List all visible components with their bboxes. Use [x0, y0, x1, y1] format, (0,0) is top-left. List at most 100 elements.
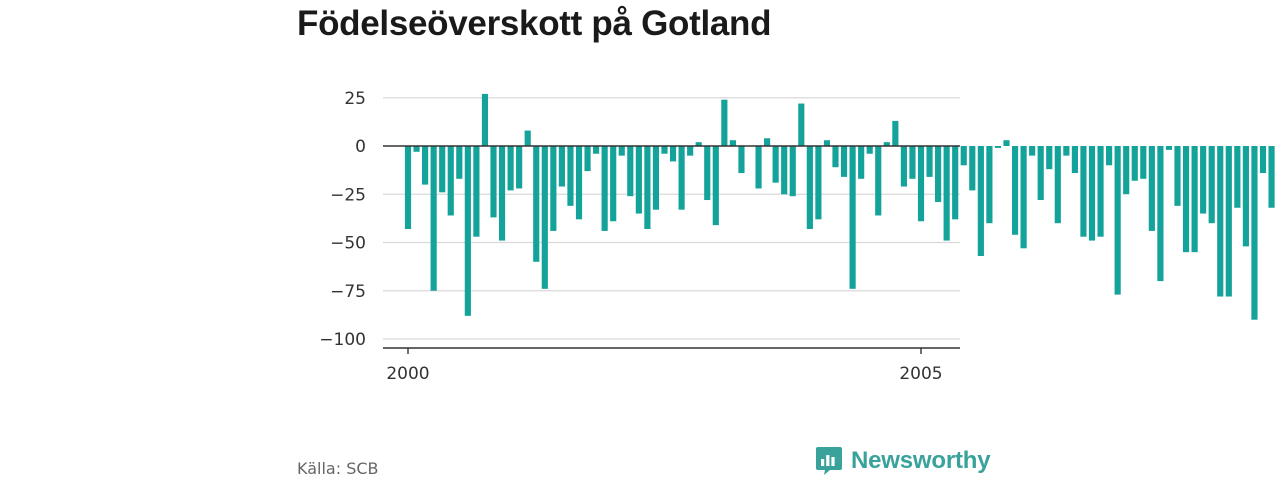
- bar: [610, 146, 617, 222]
- bar: [1123, 146, 1130, 195]
- tick-labels: 250−25−50−75−100200020052010201520202025: [319, 89, 942, 384]
- bar: [806, 146, 813, 229]
- bar: [1003, 140, 1010, 146]
- source-note: Källa: SCB: [297, 459, 379, 478]
- bar: [618, 146, 625, 156]
- bar: [422, 146, 429, 185]
- bar: [849, 146, 856, 289]
- brand-name: Newsworthy: [851, 447, 991, 474]
- bar: [969, 146, 976, 191]
- y-tick-label: −50: [330, 234, 366, 254]
- bar: [1071, 146, 1078, 174]
- bar: [952, 146, 959, 220]
- bar: [764, 138, 771, 146]
- bar: [823, 140, 831, 146]
- bar: [1174, 146, 1181, 206]
- bar: [781, 146, 788, 195]
- y-tick-label: −25: [330, 185, 366, 205]
- bar: [815, 146, 822, 220]
- bar: [584, 146, 591, 172]
- bar: [678, 146, 685, 210]
- bar: [1182, 146, 1190, 253]
- bar: [935, 146, 942, 202]
- bar-chart: 250−25−50−75−100200020052010201520202025: [319, 89, 1275, 384]
- bar: [507, 146, 514, 191]
- x-tick-label: 2000: [386, 364, 429, 384]
- bar: [498, 146, 506, 241]
- axes: [383, 145, 960, 354]
- bar: [1088, 146, 1096, 241]
- bar: [695, 142, 702, 146]
- bar: [567, 146, 574, 206]
- bar: [926, 146, 933, 177]
- bar: [1251, 146, 1258, 320]
- bar: [1234, 146, 1241, 208]
- bar: [635, 146, 642, 214]
- bar: [1225, 146, 1232, 297]
- bar: [473, 146, 480, 237]
- bar: [772, 146, 779, 183]
- bar: [413, 146, 420, 152]
- bar: [1259, 146, 1267, 174]
- y-tick-label: −75: [330, 282, 366, 302]
- chart-title: Födelseöverskott på Gotland: [297, 4, 772, 43]
- bar: [1020, 146, 1027, 249]
- bar: [1097, 146, 1104, 237]
- bar: [704, 146, 711, 201]
- bar: [1029, 146, 1036, 156]
- bar: [1114, 146, 1121, 295]
- newsworthy-logo-icon: [816, 447, 842, 475]
- bar: [481, 93, 489, 146]
- bar: [960, 146, 967, 166]
- bar: [738, 146, 745, 174]
- bar: [892, 120, 899, 146]
- bar: [1106, 146, 1113, 166]
- bar: [644, 146, 651, 229]
- bar: [1011, 146, 1019, 235]
- bar: [1165, 146, 1173, 150]
- bar: [575, 146, 583, 220]
- bar: [661, 146, 668, 154]
- y-tick-label: 0: [355, 137, 366, 157]
- bar: [994, 146, 1002, 148]
- bar: [627, 146, 634, 197]
- bar: [550, 146, 557, 231]
- bar: [1131, 146, 1138, 181]
- bar: [789, 146, 796, 197]
- bar: [447, 146, 454, 216]
- bar: [404, 146, 412, 229]
- bar: [729, 140, 736, 146]
- y-tick-label: 25: [344, 89, 366, 109]
- bar: [652, 146, 660, 210]
- bar: [986, 146, 993, 224]
- bar: [439, 146, 446, 193]
- x-tick-label: 2005: [899, 364, 942, 384]
- bar: [858, 146, 865, 179]
- bar: [840, 146, 848, 177]
- bar: [1268, 146, 1275, 208]
- bar: [900, 146, 907, 187]
- bar: [917, 146, 925, 222]
- bar: [490, 146, 497, 218]
- bar: [669, 146, 677, 162]
- bar: [464, 146, 471, 316]
- bar: [755, 146, 762, 189]
- bar: [601, 146, 608, 231]
- bar: [516, 146, 523, 189]
- bar: [558, 146, 565, 187]
- bar: [430, 146, 437, 291]
- bar: [875, 146, 882, 216]
- bar: [687, 146, 694, 156]
- bar: [1208, 146, 1215, 224]
- bar: [798, 103, 805, 146]
- bar: [1217, 146, 1224, 297]
- newsworthy-logo: Newsworthy: [815, 446, 991, 476]
- bar: [1148, 146, 1155, 231]
- bar: [866, 146, 873, 154]
- bar: [1054, 146, 1061, 224]
- bar: [524, 130, 531, 146]
- bar: [533, 146, 540, 262]
- bar: [1242, 146, 1249, 247]
- bar: [1200, 146, 1207, 214]
- bar: [1080, 146, 1087, 237]
